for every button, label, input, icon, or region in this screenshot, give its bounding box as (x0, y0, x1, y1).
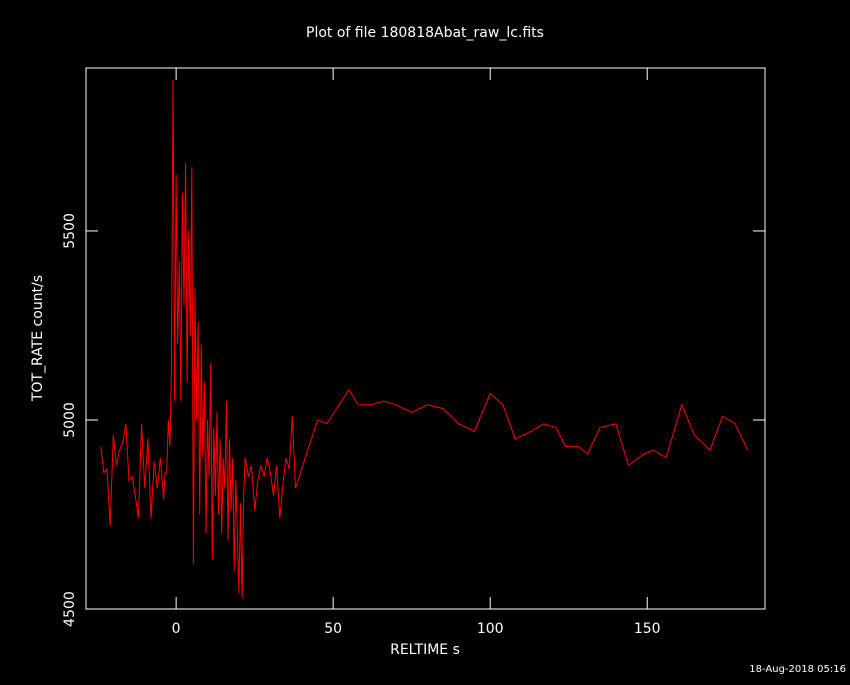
x-axis-label: RELTIME s (390, 642, 460, 658)
data-line (100, 79, 749, 598)
x-tick-label: 150 (634, 621, 661, 637)
footer: 18-Aug-2018 05:16 (749, 664, 846, 675)
y-tick-label: 5500 (62, 213, 78, 249)
x-tick-label: 100 (477, 621, 504, 637)
chart-title: Plot of file 180818Abat_raw_lc.fits (306, 25, 544, 41)
x-tick-label: 0 (172, 621, 181, 637)
y-tick-label: 4500 (62, 591, 78, 627)
plot-frame (85, 67, 766, 610)
x-tick-label: 50 (324, 621, 342, 637)
y-axis-label: TOT_RATE count/s (30, 275, 46, 402)
y-tick-label: 5000 (62, 402, 78, 438)
